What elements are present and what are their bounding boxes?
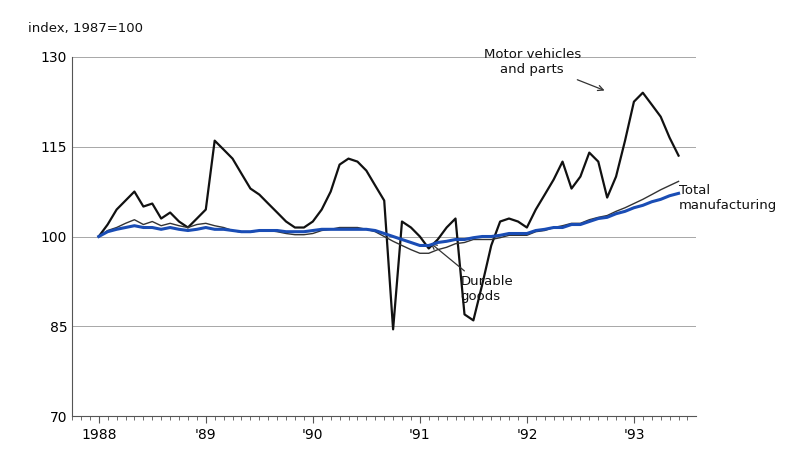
Text: index, 1987=100: index, 1987=100: [28, 22, 143, 35]
Text: Total
manufacturing: Total manufacturing: [679, 184, 777, 211]
Text: Motor vehicles
and parts: Motor vehicles and parts: [484, 48, 603, 90]
Text: Durable
goods: Durable goods: [432, 244, 514, 304]
